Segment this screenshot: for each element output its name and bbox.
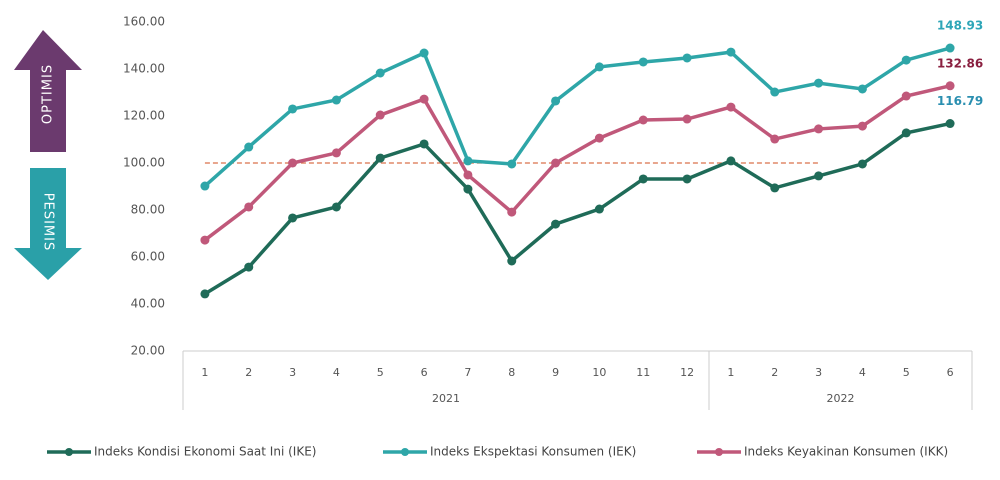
y-tick-label: 140.00 xyxy=(123,62,165,76)
point xyxy=(682,174,692,184)
point xyxy=(375,110,385,120)
x-tick-label: 1 xyxy=(727,366,734,379)
y-tick-label: 100.00 xyxy=(123,156,165,170)
point xyxy=(770,134,780,144)
legend-label: Indeks Kondisi Ekonomi Saat Ini (IKE) xyxy=(94,445,316,459)
x-tick-label: 3 xyxy=(815,366,822,379)
pesimis-arrow xyxy=(14,168,82,280)
point xyxy=(244,202,254,212)
value-label: 148.93 xyxy=(937,19,983,33)
point xyxy=(288,158,298,168)
point xyxy=(770,183,780,193)
point xyxy=(594,204,604,214)
point xyxy=(551,219,561,229)
point xyxy=(814,78,824,88)
x-tick-label: 7 xyxy=(464,366,471,379)
y-tick-label: 120.00 xyxy=(123,109,165,123)
x-tick-label: 4 xyxy=(859,366,866,379)
pesimis-label: PESIMIS xyxy=(41,193,56,251)
point xyxy=(331,202,341,212)
point xyxy=(901,91,911,101)
point xyxy=(901,128,911,138)
point xyxy=(726,156,736,166)
point xyxy=(945,81,955,91)
point xyxy=(551,158,561,168)
x-tick-label: 1 xyxy=(201,366,208,379)
value-label: 132.86 xyxy=(937,56,983,70)
point xyxy=(857,121,867,131)
series-line xyxy=(203,84,951,242)
legend-marker xyxy=(65,448,73,456)
point xyxy=(507,256,517,266)
x-tick-label: 5 xyxy=(377,366,384,379)
x-tick-label: 8 xyxy=(508,366,515,379)
x-tick-label: 11 xyxy=(636,366,650,379)
legend-label: Indeks Keyakinan Konsumen (IKK) xyxy=(744,445,948,459)
point xyxy=(419,139,429,149)
legend-label: Indeks Ekspektasi Konsumen (IEK) xyxy=(430,445,636,459)
point xyxy=(857,84,867,94)
point xyxy=(638,174,648,184)
x-tick-label: 10 xyxy=(592,366,606,379)
x-tick-label: 9 xyxy=(552,366,559,379)
point xyxy=(726,47,736,57)
point xyxy=(375,68,385,78)
y-tick-label: 60.00 xyxy=(131,250,165,264)
point xyxy=(594,62,604,72)
x-tick-label: 2 xyxy=(771,366,778,379)
point xyxy=(419,48,429,58)
point xyxy=(463,156,473,166)
y-tick-label: 40.00 xyxy=(131,297,165,311)
y-tick-label: 20.00 xyxy=(131,344,165,358)
x-tick-label: 6 xyxy=(947,366,954,379)
optimis-arrow xyxy=(14,30,82,152)
point xyxy=(419,94,429,104)
group-label: 2021 xyxy=(432,392,460,405)
point xyxy=(244,142,254,152)
x-tick-label: 2 xyxy=(245,366,252,379)
point xyxy=(463,170,473,180)
x-tick-label: 3 xyxy=(289,366,296,379)
point xyxy=(638,115,648,125)
series-line xyxy=(204,121,951,296)
x-tick-label: 4 xyxy=(333,366,340,379)
point xyxy=(507,207,517,217)
point xyxy=(682,53,692,63)
point xyxy=(331,148,341,158)
point xyxy=(331,95,341,105)
point xyxy=(244,262,254,272)
point xyxy=(814,171,824,181)
x-tick-label: 6 xyxy=(421,366,428,379)
point xyxy=(288,213,298,223)
point xyxy=(200,289,210,299)
y-tick-label: 160.00 xyxy=(123,15,165,29)
point xyxy=(288,104,298,114)
x-tick-label: 12 xyxy=(680,366,694,379)
point xyxy=(945,43,955,53)
y-tick-label: 80.00 xyxy=(131,203,165,217)
point xyxy=(770,87,780,97)
group-label: 2022 xyxy=(827,392,855,405)
legend-marker xyxy=(715,448,723,456)
point xyxy=(814,124,824,134)
point xyxy=(507,159,517,169)
point xyxy=(726,102,736,112)
x-tick-label: 5 xyxy=(903,366,910,379)
point xyxy=(200,235,210,245)
point xyxy=(594,133,604,143)
point xyxy=(945,119,955,129)
series-line xyxy=(203,46,951,188)
point xyxy=(463,184,473,194)
legend-marker xyxy=(401,448,409,456)
point xyxy=(638,57,648,67)
point xyxy=(857,159,867,169)
point xyxy=(901,55,911,65)
point xyxy=(682,114,692,124)
optimis-label: OPTIMIS xyxy=(41,64,56,124)
point xyxy=(551,96,561,106)
point xyxy=(200,181,210,191)
value-label: 116.79 xyxy=(937,94,983,108)
point xyxy=(375,153,385,163)
